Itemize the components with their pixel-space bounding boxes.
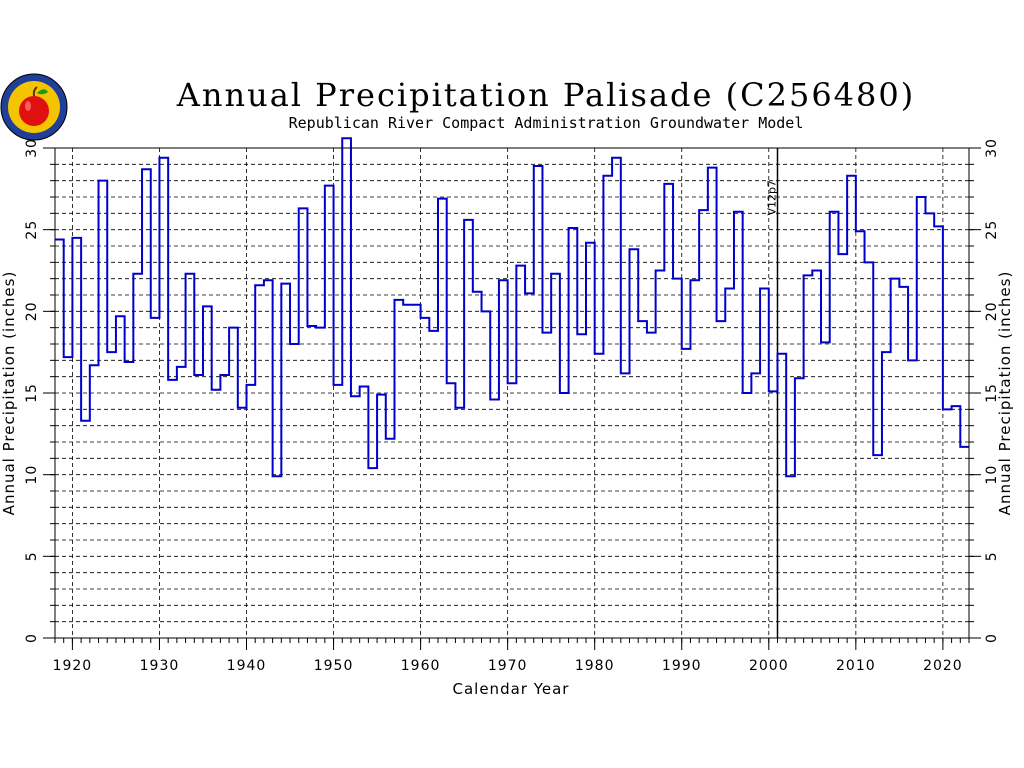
logo-apple: [19, 96, 49, 126]
chart-title: Annual Precipitation Palisade (C256480): [176, 76, 915, 114]
version-marker: V12p7: [765, 148, 778, 638]
x-tick-label: 1960: [401, 658, 441, 674]
y-tick-label-left: 5: [24, 551, 40, 561]
y-tick-label-left: 10: [24, 465, 40, 485]
x-tick-label: 2010: [836, 658, 876, 674]
logo-apple-highlight: [25, 101, 31, 111]
y-tick-label-right: 0: [984, 633, 1000, 643]
y-tick-label-right: 30: [984, 138, 1000, 158]
y-axis-label-right: Annual Precipitation (inches): [996, 271, 1014, 516]
logo: [0, 73, 68, 141]
y-tick-label-right: 10: [984, 465, 1000, 485]
y-tick-label-left: 0: [24, 633, 40, 643]
y-tick-label-left: 25: [24, 220, 40, 240]
x-tick-label: 1990: [662, 658, 702, 674]
y-tick-label-right: 5: [984, 551, 1000, 561]
x-tick-label: 1920: [53, 658, 93, 674]
x-tick-label: 1940: [227, 658, 267, 674]
y-tick-label-left: 15: [24, 383, 40, 403]
version-marker-label: V12p7: [765, 180, 778, 216]
y-axis-label-left: Annual Precipitation (inches): [0, 271, 18, 516]
y-tick-label-left: 20: [24, 301, 40, 321]
y-tick-label-right: 25: [984, 220, 1000, 240]
x-tick-label: 1950: [314, 658, 354, 674]
x-tick-label: 2000: [749, 658, 789, 674]
x-tick-label: 1980: [575, 658, 615, 674]
x-tick-label: 1970: [488, 658, 528, 674]
x-tick-label: 2020: [923, 658, 963, 674]
grid: [55, 148, 969, 638]
y-tick-label-right: 20: [984, 301, 1000, 321]
x-tick-label: 1930: [140, 658, 180, 674]
logo-apple-stem: [32, 86, 38, 97]
x-axis-label: Calendar Year: [453, 680, 570, 698]
chart-subtitle: Republican River Compact Administration …: [289, 114, 804, 132]
logo-apple-leaf: [37, 89, 48, 95]
precipitation-series-line: [55, 137, 969, 478]
y-tick-label-left: 30: [24, 138, 40, 158]
y-tick-label-right: 15: [984, 383, 1000, 403]
